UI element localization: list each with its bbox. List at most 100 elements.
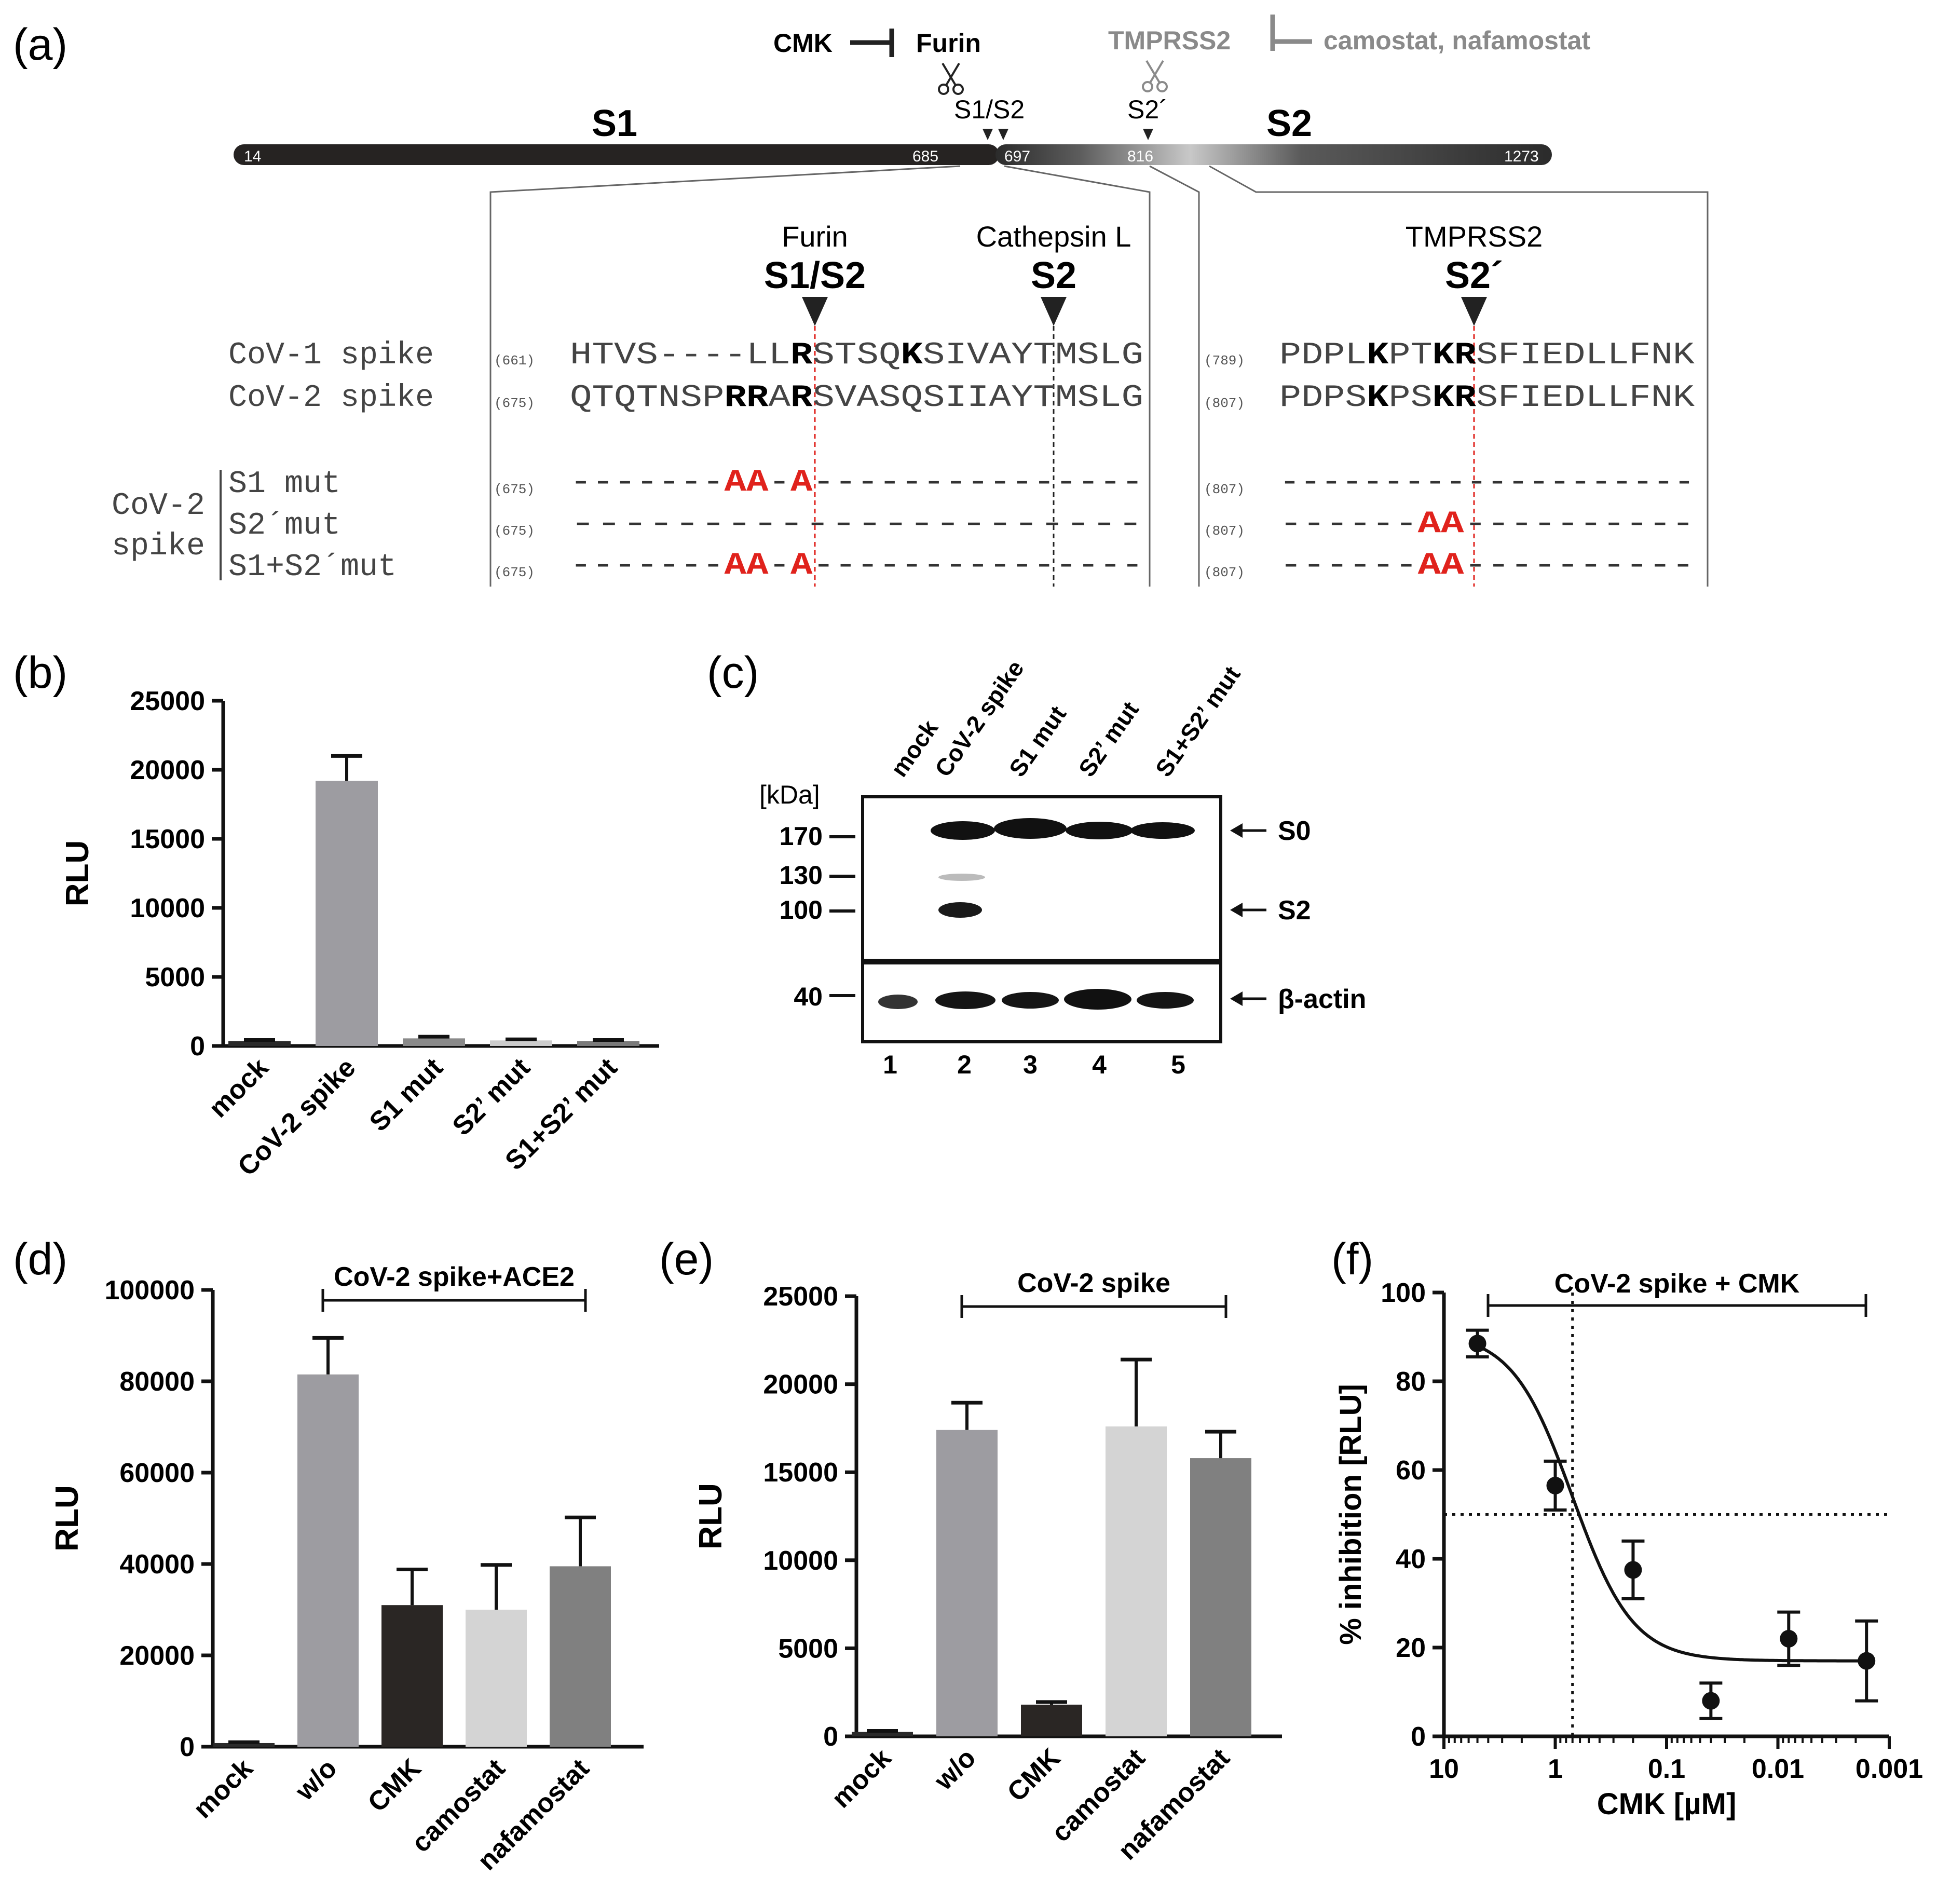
band-label-actin: β-actin [1278,984,1366,1014]
lane-label-s2mut: S2’ mut [1073,697,1144,782]
y-tick-label: 80 [1396,1367,1426,1397]
y-tick-label: 20000 [119,1641,195,1671]
bar [1021,1704,1082,1736]
lane-number-2: 2 [957,1050,972,1079]
bar [213,1743,275,1747]
tmprss2-label: TMPRSS2 [1108,26,1231,55]
group-label-cov2: CoV-2 [112,488,205,524]
y-tick-label: 5000 [145,962,205,992]
s1mut-seq1: ------- AA - A --------------- [570,465,1143,500]
cov2-pos2: (807) [1204,396,1245,411]
data-point [1780,1629,1798,1648]
lane-number-4: 4 [1092,1050,1107,1079]
data-point [1702,1692,1720,1710]
bracket-label: CoV-2 spike [1017,1268,1170,1298]
y-tick-label: 0 [1411,1722,1426,1752]
band-label-s2: S2 [1278,895,1311,926]
tmprss2-site-header: S2´ [1445,255,1503,296]
cov1-pos2: (789) [1204,353,1245,369]
cov2-label: CoV-2 spike [228,380,434,416]
cov2-pos1: (675) [494,396,535,411]
group-label-spike: spike [112,529,205,564]
x-tick-label: S1 mut [364,1052,449,1137]
mut-label-s2: S2´mut [228,508,340,543]
x-tick-label: w/o [928,1743,981,1796]
panel-label-b: (b) [13,648,67,698]
mut-pos2-c: (807) [1204,565,1245,580]
s1s2mut-seq2: ------ AA ---------- [1279,548,1695,583]
scissors-icon-gray [1142,60,1168,92]
y-tick-label: 100000 [104,1275,195,1305]
lane-number-1: 1 [883,1050,897,1079]
panel-label-e: (e) [659,1234,714,1284]
y-axis-label: RLU [49,1485,85,1551]
x-tick-label: CMK [362,1753,427,1818]
data-point [1624,1561,1642,1579]
cov1-label: CoV-1 spike [228,338,434,373]
bracket-label: CoV-2 spike + CMK [1554,1269,1800,1299]
bar [852,1732,913,1736]
x-tick-label: CMK [1002,1743,1067,1807]
bar [577,1041,639,1046]
bar [936,1430,998,1736]
furin-header: Furin [782,220,848,253]
bar [381,1605,443,1747]
mut-pos2-a: (807) [1204,482,1245,497]
s2prime-site-label: S2´ [1127,95,1168,124]
pos-816: 816 [1127,148,1153,165]
cov2-seq2: PDPS K PS KR SFIEDLLFNK [1279,380,1695,416]
lane-label-mock: mock [885,715,944,782]
x-tick-label: 0.1 [1648,1754,1685,1784]
x-tick-label: 0.01 [1752,1754,1804,1784]
y-axis-label: RLU [693,1483,729,1549]
band-s0-lane3 [994,818,1067,839]
s1mut-seq2: -------------------- [1279,465,1695,500]
x-tick-label: mock [187,1753,258,1824]
band-actin-lane4 [1064,989,1131,1010]
s2mut-seq2: ------ AA ---------- [1279,507,1695,542]
s1s2mut-seq1: ------- AA - A --------------- [570,548,1143,583]
y-tick-label: 60 [1396,1456,1426,1486]
y-tick-label: 0 [823,1722,838,1752]
s2-domain-label: S2 [1266,103,1312,144]
lane-number-5: 5 [1171,1050,1185,1079]
y-tick-label: 15000 [763,1458,838,1488]
y-tick-label: 10000 [130,893,205,923]
band-actin-lane5 [1137,992,1194,1009]
lane-label-s1mut: S1 mut [1004,701,1072,781]
y-tick-label: 20 [1396,1633,1426,1663]
band-actin-lane2 [935,991,995,1009]
panel-label-d: (d) [13,1234,67,1284]
s1s2-site-label: S1/S2 [954,95,1025,124]
marker-130: 130 [780,861,823,890]
s1-domain-label: S1 [592,103,637,144]
bar [316,781,378,1046]
band-faint-lane2 [938,874,985,881]
x-tick-label: 1 [1548,1754,1563,1784]
x-tick-label: S2’ mut [447,1052,536,1141]
band-s0-lane2 [931,821,995,840]
mut-pos1-b: (675) [494,523,535,539]
scissors-icon [938,62,964,95]
bracket-label: CoV-2 spike+ACE2 [334,1262,575,1292]
y-tick-label: 20000 [130,755,205,785]
pos-1273: 1273 [1504,148,1539,165]
cov1-pos1: (661) [494,353,535,369]
y-tick-label: 80000 [119,1367,195,1397]
furin-site-header: S1/S2 [764,255,866,296]
y-tick-label: 60000 [119,1458,195,1488]
mut-pos1-a: (675) [494,482,535,497]
panel-label-c: (c) [707,648,759,698]
bar [403,1038,465,1046]
x-tick-label: mock [203,1052,274,1123]
lane-number-3: 3 [1023,1050,1038,1079]
y-tick-label: 0 [180,1732,195,1762]
band-actin-lane3 [1002,992,1059,1009]
band-s2-lane2 [938,902,982,918]
cmk-label: CMK [773,29,833,58]
s2-bar [995,144,1552,165]
y-tick-label: 20000 [763,1370,838,1400]
bar [550,1566,611,1747]
panel-c: mock CoV-2 spike S1 mut S2’ mut S1+S2’ m… [759,655,1366,1079]
